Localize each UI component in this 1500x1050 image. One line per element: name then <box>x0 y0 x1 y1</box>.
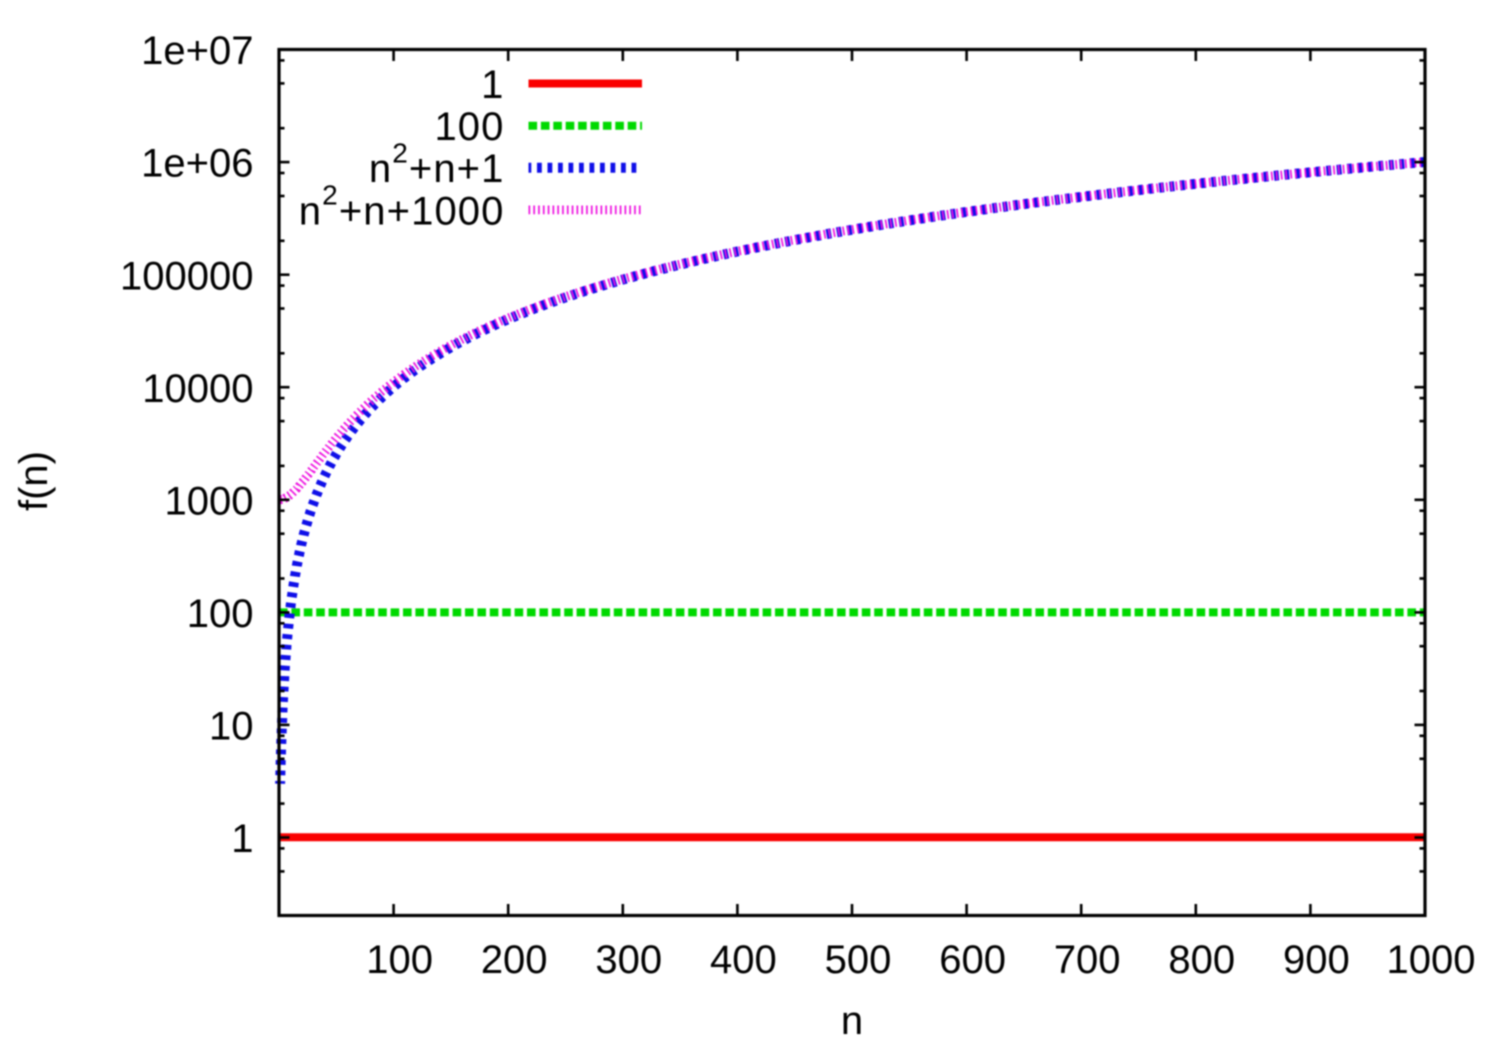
svg-text:10000: 10000 <box>142 367 253 411</box>
svg-text:10: 10 <box>209 705 254 749</box>
svg-text:1e+06: 1e+06 <box>141 142 253 186</box>
svg-text:n2+n+1: n2+n+1 <box>369 138 505 192</box>
svg-text:900: 900 <box>1283 938 1350 982</box>
svg-text:1: 1 <box>231 817 253 861</box>
svg-text:1: 1 <box>481 63 504 107</box>
svg-text:f(n): f(n) <box>12 451 56 511</box>
svg-text:100000: 100000 <box>120 254 253 298</box>
svg-text:1000: 1000 <box>165 479 254 523</box>
svg-text:300: 300 <box>595 938 662 982</box>
svg-text:700: 700 <box>1054 938 1121 982</box>
svg-text:500: 500 <box>825 938 892 982</box>
svg-text:1000: 1000 <box>1387 938 1476 982</box>
svg-text:400: 400 <box>710 938 777 982</box>
svg-text:100: 100 <box>187 592 254 636</box>
svg-text:600: 600 <box>939 938 1006 982</box>
svg-text:100: 100 <box>366 938 433 982</box>
svg-text:n: n <box>841 999 863 1043</box>
svg-text:1e+07: 1e+07 <box>141 29 253 73</box>
svg-text:800: 800 <box>1168 938 1235 982</box>
svg-text:200: 200 <box>481 938 548 982</box>
svg-text:100: 100 <box>434 105 504 149</box>
